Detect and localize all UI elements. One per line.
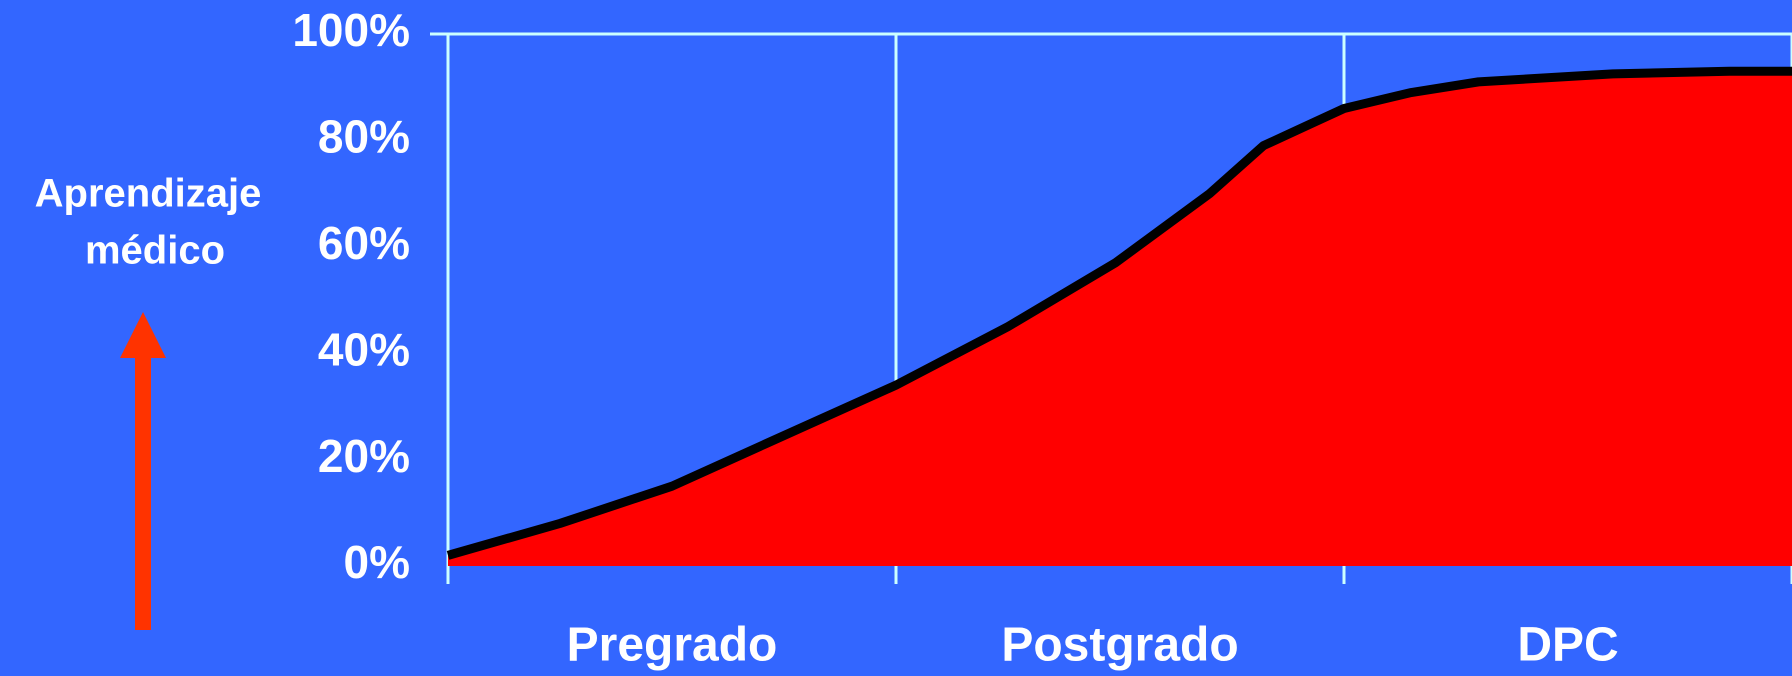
area	[448, 71, 1792, 567]
y-tick-label: 80%	[318, 111, 410, 163]
arrow	[120, 312, 166, 630]
x-category-label: DPC	[1517, 619, 1618, 672]
y-tick-label: 40%	[318, 323, 410, 375]
y-tick-label: 100%	[292, 4, 410, 56]
y-tick-label: 0%	[344, 536, 410, 588]
x-category-label: Postgrado	[1001, 619, 1238, 672]
arrow-head	[120, 312, 166, 358]
arrow-shaft	[135, 352, 151, 630]
y-tick-label: 60%	[318, 217, 410, 269]
line	[446, 66, 1792, 560]
y-axis-label: Aprendizaje	[35, 172, 262, 216]
y-tick-label: 20%	[318, 430, 410, 482]
y-axis-label: médico	[85, 229, 225, 273]
x-category-label: Pregrado	[567, 619, 778, 672]
